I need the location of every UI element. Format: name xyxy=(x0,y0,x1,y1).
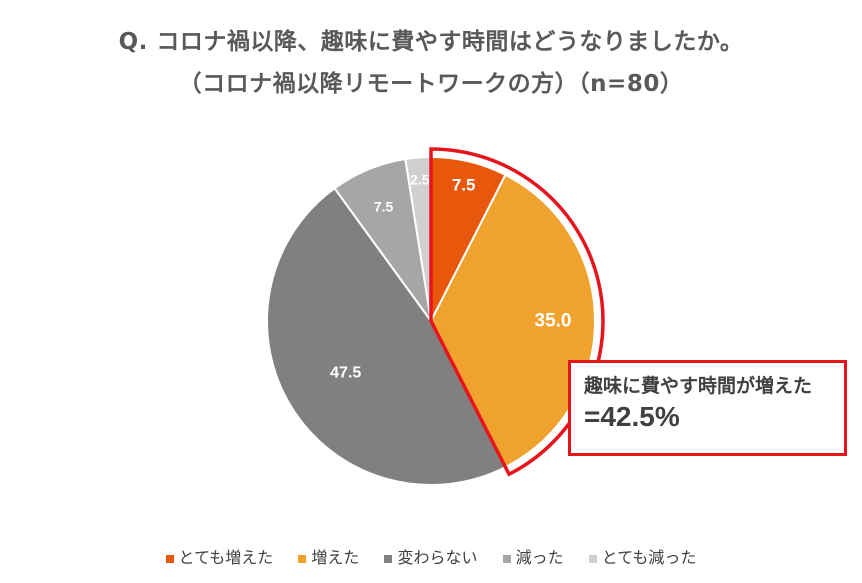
legend-item-1: 増えた xyxy=(298,544,359,568)
legend-swatch-1 xyxy=(298,554,307,563)
legend-swatch-4 xyxy=(588,554,597,563)
callout-value: =42.5% xyxy=(584,401,680,432)
legend-label-4: とても減った xyxy=(601,548,697,567)
legend-label-0: とても増えた xyxy=(178,548,274,567)
legend-label-2: 変わらない xyxy=(397,548,478,567)
highlight-outline xyxy=(429,147,605,477)
chart-title-line2: （コロナ禍以降リモートワークの方）（n=80） xyxy=(178,71,684,97)
data-label-1: 35.0 xyxy=(535,311,572,332)
chart-title-line1: Q. コロナ禍以降、趣味に費やす時間はどうなりましたか。 xyxy=(118,29,744,55)
legend-item-2: 変わらない xyxy=(384,544,478,568)
legend-swatch-2 xyxy=(384,554,393,563)
pie-slice-2 xyxy=(266,186,507,486)
callout-text: 趣味に費やす時間が増えた xyxy=(584,375,813,397)
data-label-0: 7.5 xyxy=(452,175,476,194)
legend-swatch-0 xyxy=(165,554,174,563)
legend-label-1: 増えた xyxy=(311,548,360,567)
data-label-4: 2.5 xyxy=(410,171,430,187)
data-label-2: 47.5 xyxy=(330,365,361,382)
data-label-3: 7.5 xyxy=(374,198,394,214)
highlight-callout: 趣味に費やす時間が増えた =42.5% xyxy=(568,360,847,456)
legend-item-4: とても減った xyxy=(588,544,697,568)
legend-label-3: 減った xyxy=(515,548,564,567)
legend-swatch-3 xyxy=(502,554,511,563)
legend-item-0: とても増えた xyxy=(165,544,274,568)
legend-item-3: 減った xyxy=(502,544,564,568)
pie-slice-1 xyxy=(429,173,596,469)
legend: とても増えた 増えた 変わらない 減った とても減った xyxy=(0,544,862,568)
